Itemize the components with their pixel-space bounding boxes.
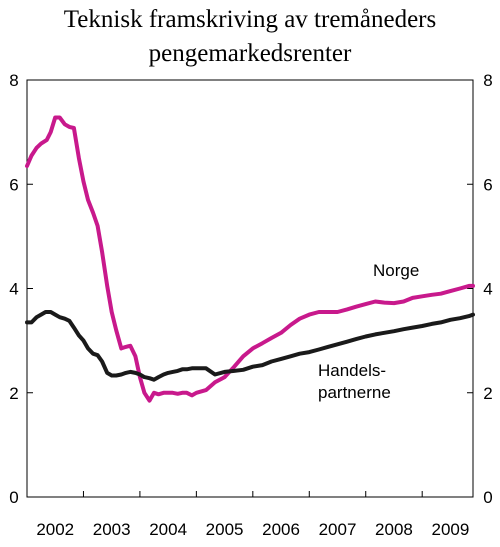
x-tick-label: 2006 xyxy=(262,520,300,539)
series-line-handelspartnerne xyxy=(25,310,475,382)
y-tick-label-left: 8 xyxy=(9,71,18,90)
y-tick-label-left: 4 xyxy=(9,280,18,299)
series-line-norge xyxy=(25,115,475,403)
plot-frame xyxy=(26,79,474,498)
series-lines xyxy=(25,115,475,403)
x-tick-label: 2003 xyxy=(93,520,131,539)
y-tick-label-right: 0 xyxy=(483,488,492,507)
y-tick-label-right: 6 xyxy=(483,175,492,194)
x-tick-label: 2008 xyxy=(375,520,413,539)
tick-marks xyxy=(26,79,473,498)
annotation-norge: Norge xyxy=(373,261,419,280)
tick-labels: 0 0 2 2 4 4 6 6 8 8 2002 2003 2004 2005 2006 2007 2008 20… xyxy=(9,71,492,539)
x-tick-label: 2005 xyxy=(206,520,244,539)
y-tick-label-left: 6 xyxy=(9,175,18,194)
annotation-handelspartnerne-line-2: partnerne xyxy=(318,383,391,402)
y-tick-label-right: 4 xyxy=(483,280,492,299)
y-tick-label-right: 2 xyxy=(483,384,492,403)
x-tick-label: 2009 xyxy=(432,520,470,539)
axes xyxy=(26,79,474,498)
annotation-handelspartnerne-line-1: Handels- xyxy=(318,361,386,380)
y-tick-label-right: 8 xyxy=(483,71,492,90)
y-tick-label-left: 2 xyxy=(9,384,18,403)
chart-title-line-1: Teknisk framskriving av tremåneders xyxy=(64,6,436,33)
chart-title-line-2: pengemarkedsrenter xyxy=(149,40,352,67)
y-tick-label-left: 0 xyxy=(9,488,18,507)
x-tick-label: 2002 xyxy=(36,520,74,539)
x-tick-label: 2004 xyxy=(149,520,187,539)
x-tick-label: 2007 xyxy=(319,520,357,539)
